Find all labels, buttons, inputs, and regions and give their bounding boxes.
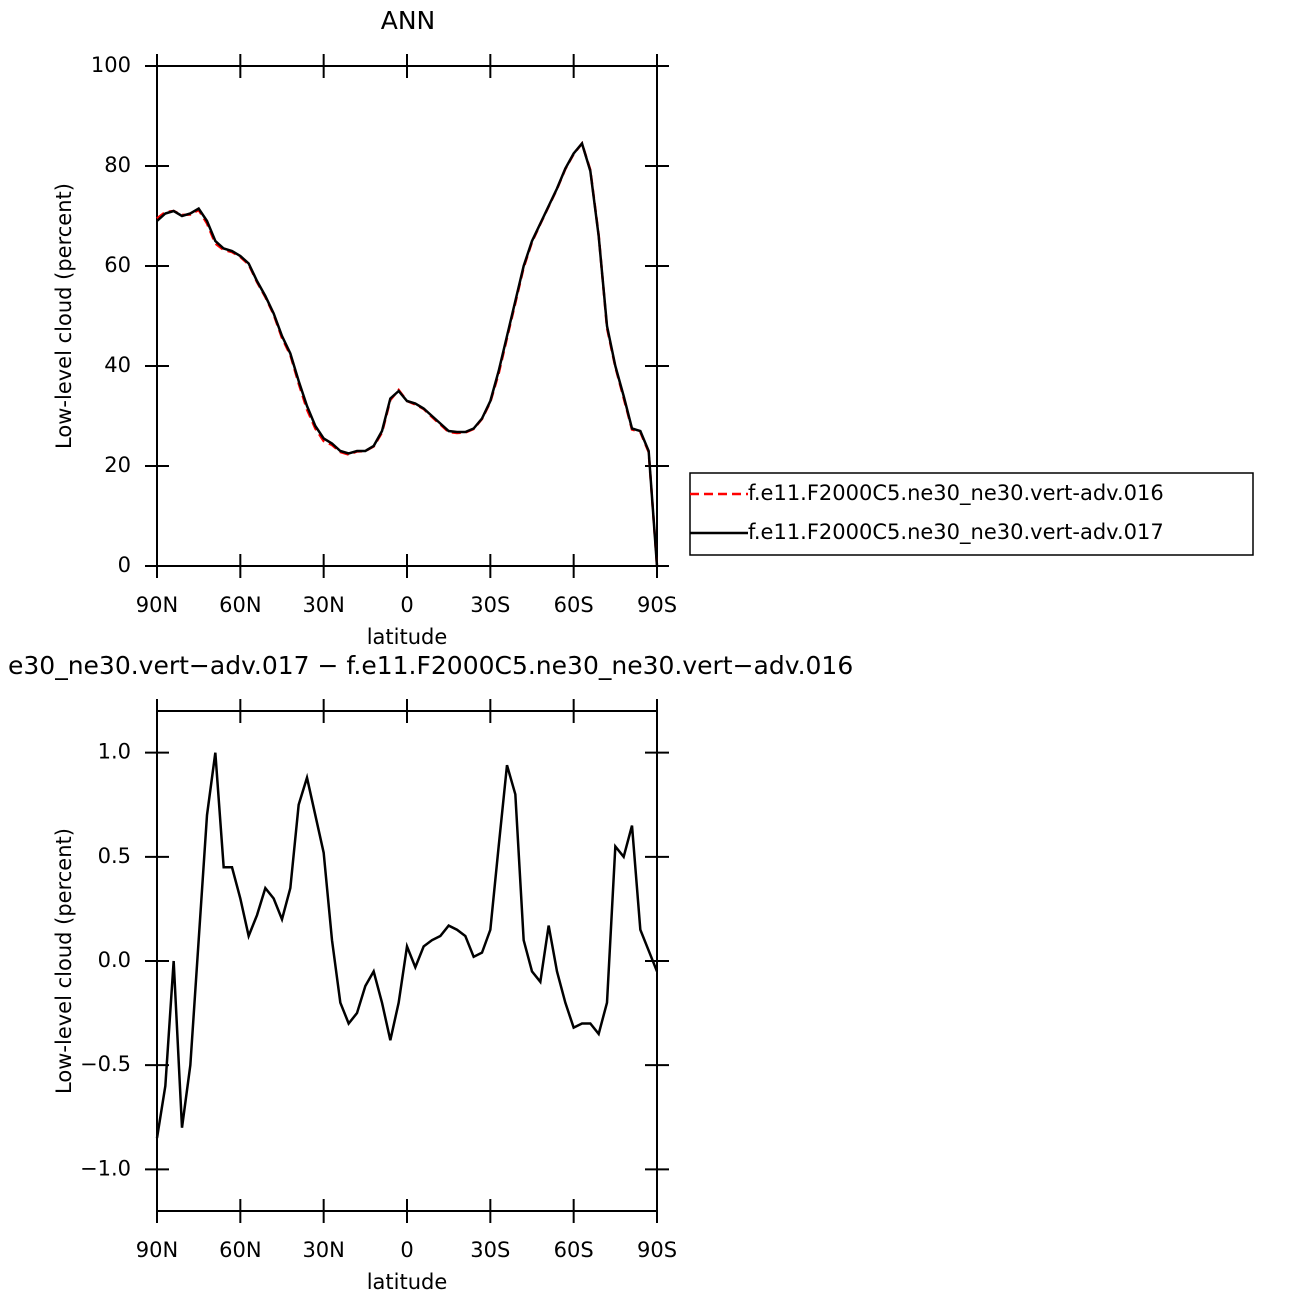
x-axis-label: latitude — [367, 625, 448, 649]
y-tick-label: 60 — [104, 253, 131, 277]
x-tick-label: 30S — [470, 1238, 510, 1262]
y-tick-label: 20 — [104, 453, 131, 477]
y-tick-label: 0 — [118, 553, 131, 577]
y-tick-label: 0.0 — [98, 948, 131, 972]
x-tick-label: 0 — [400, 593, 413, 617]
x-tick-label: 60N — [219, 1238, 261, 1262]
chart-title: e30_ne30.vert−adv.017 − f.e11.F2000C5.ne… — [8, 651, 853, 680]
legend-box — [689, 472, 1254, 556]
y-tick-label: 0.5 — [98, 844, 131, 868]
y-tick-label: 1.0 — [98, 740, 131, 764]
legend-label: f.e11.F2000C5.ne30_ne30.vert-adv.017 — [748, 520, 1164, 545]
y-axis-label: Low-level cloud (percent) — [52, 828, 76, 1094]
x-tick-label: 60S — [554, 1238, 594, 1262]
x-tick-label: 60S — [554, 593, 594, 617]
x-tick-label: 90N — [136, 1238, 178, 1262]
x-tick-label: 90S — [637, 593, 677, 617]
y-tick-label: −0.5 — [80, 1052, 131, 1076]
x-tick-label: 60N — [219, 593, 261, 617]
y-tick-label: 40 — [104, 353, 131, 377]
y-tick-label: 80 — [104, 153, 131, 177]
plot-frame — [156, 710, 658, 1212]
x-axis-label: latitude — [367, 1270, 448, 1294]
x-tick-label: 30S — [470, 593, 510, 617]
x-tick-label: 90S — [637, 1238, 677, 1262]
data-line — [156, 140, 659, 567]
y-axis-label: Low-level cloud (percent) — [52, 183, 76, 449]
chart-title: ANN — [381, 6, 436, 35]
x-tick-label: 30N — [302, 1238, 344, 1262]
x-tick-label: 90N — [136, 593, 178, 617]
legend-label: f.e11.F2000C5.ne30_ne30.vert-adv.016 — [748, 481, 1164, 506]
x-tick-label: 30N — [302, 593, 344, 617]
y-tick-label: 100 — [91, 53, 131, 77]
data-line — [156, 140, 659, 567]
plot-frame — [156, 65, 658, 567]
x-tick-label: 0 — [400, 1238, 413, 1262]
data-line — [155, 752, 659, 1139]
y-tick-label: −1.0 — [80, 1156, 131, 1180]
